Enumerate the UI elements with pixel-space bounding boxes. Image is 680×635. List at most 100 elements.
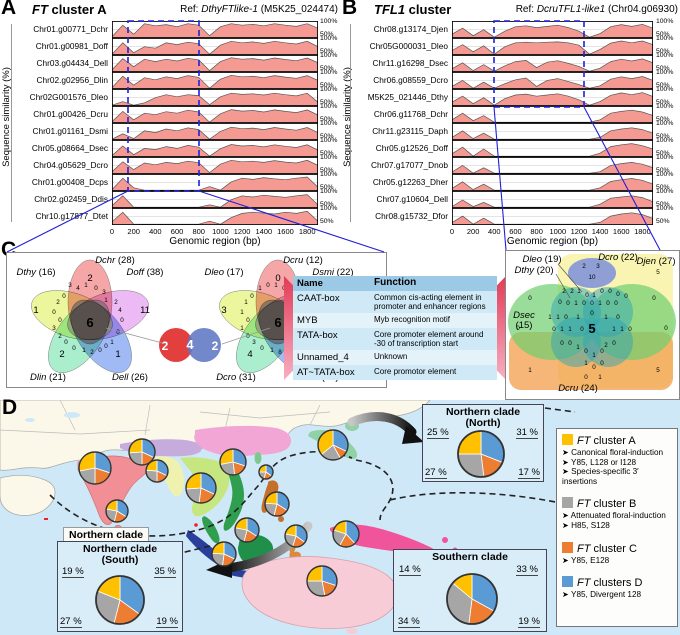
pct-50-label: 50% [320,218,334,225]
venn-intersection-count: 0 [120,317,124,324]
venn-center-count: 6 [86,315,93,330]
pct-100-label: 100% [656,18,674,25]
pct-100-label: 100% [320,86,338,93]
similarity-plot-row [112,208,318,225]
row-label: Chr07.g17077_Dnob [370,160,448,170]
x-tick-label: 200 [466,227,480,236]
x-tick-label: 600 [509,227,522,236]
venn-intersection-count: 2 [114,299,118,306]
venn-intersection-count: 0 [584,348,588,355]
venn-unique-count: 11 [140,305,150,316]
pct-100-label: 100% [656,205,674,212]
land-taiwan [254,452,262,464]
legend-bullet: ➤ Y85, E128 [562,555,610,565]
venn-intersection-count: 0 [568,340,572,347]
venn-set-label: Dsec [513,310,535,321]
panel-a-row-bracket [11,24,12,222]
pie-chart [95,575,145,625]
plot-border [112,123,318,140]
land-south-china [194,425,292,457]
pct-50-label: 50% [656,116,670,123]
venn-set-label: Dleo (17) [204,267,243,278]
venn-intersection-count: 0 [608,288,612,295]
pct-100-label: 100% [320,120,338,127]
similarity-plot-row [452,55,653,72]
similarity-plot-row [452,157,653,174]
venn-intersection-count: 0 [64,339,68,346]
row-label: Chr11.g16298_Dsec [372,58,449,68]
legend-item-rest: clusters D [590,577,643,590]
row-label: Chr11.g23115_Daph [372,126,448,136]
venn-intersection-count: 1 [598,374,602,381]
pct-100-label: 100% [656,103,674,110]
pct-100-label: 100% [320,205,338,212]
land-tasmania [346,628,358,634]
venn-set-dleo [551,287,633,367]
row-label: Chr08.g15732_Dfor [375,211,448,221]
venn2set-arrow-mark: ▲ [187,354,193,360]
pct-50-label: 50% [656,184,670,191]
venn-intersection-count: 0 [98,347,102,354]
ribbon-right [497,276,506,380]
venn-unique-count: 0 [275,273,280,284]
pct-50-label: 50% [656,99,670,106]
panel-a-xaxis-label: Genomic region (bp) [169,236,261,247]
pie-chart-southern [446,573,498,625]
similarity-plot-row [112,55,318,72]
pct-50-label: 50% [656,65,670,72]
similarity-plot-row [452,72,653,89]
row-label: Chr03.g04434_Dell [36,58,109,68]
row-label: Chr01.g00771_Dchr [33,24,108,34]
venn-intersection-count: 10 [588,274,596,281]
venn-intersection-count: 0 [560,340,564,347]
pct-100-label: 100% [656,188,674,195]
pie-chart [145,459,169,483]
land-arabia [0,474,56,516]
legend-bullet: ➤ Y85, Divergent 128 [562,590,642,600]
venn-intersection-count: 0 [516,325,520,332]
venn-intersection-count: 0 [616,291,620,298]
venn-intersection-count: 1 [598,300,602,307]
pct-50-label: 50% [656,218,670,225]
similarity-plot-row [112,191,318,208]
pct-50-label: 50% [656,150,670,157]
table-cell-name: Unnamed_4 [297,352,349,363]
legend-color-swatch [562,434,573,445]
venn-connector-lines [105,327,271,345]
venn-intersection-count: 4 [76,285,80,292]
venn-intersection-count: 0 [246,333,250,340]
venn-intersection-count: 1 [560,326,564,333]
legend-item-title: FT cluster C [562,541,672,555]
legend-item: FT cluster B ➤ Attenuated floral-inductio… [562,497,672,530]
plot-border [112,38,318,55]
pct-100-label: 100% [656,171,674,178]
venn-intersection-count: 0 [62,293,66,300]
venn-unique-count: 2 [87,273,92,284]
similarity-plot-row [112,123,318,140]
venn-unique-count: 3 [221,305,226,316]
table-row: Unnamed_4 Unknown [293,350,497,365]
venn-intersection-count: 1 [620,326,624,333]
table-row: MYB Myb recognition motif [293,313,497,328]
venn-intersection-count: 1 [612,326,616,333]
venn-intersection-count: 2 [562,288,566,295]
venn-set-label: Dthy (16) [16,267,55,278]
pct-100-label: 100% [656,69,674,76]
similarity-plot-row [112,72,318,89]
legend-color-swatch [562,541,573,553]
similarity-plot-row [112,174,318,191]
legend-item-title: FT cluster B [562,497,672,510]
pct-100-label: 100% [320,35,338,42]
venn2set-right-count: 2 [212,339,219,353]
pct-50-label: 50% [656,48,670,55]
table-header: Name Function [293,276,497,291]
pie-chart [78,451,112,485]
table-cell-function: Myb recognition motif [374,315,451,324]
pie-outline [446,573,498,625]
row-label: Chr05.g12263_Dher [372,177,448,187]
pie-outline [317,429,349,461]
legend-gene-name: FT [577,435,591,447]
panel-d-label: D [2,396,18,419]
table-cell-name: CAAT-box [297,293,340,304]
